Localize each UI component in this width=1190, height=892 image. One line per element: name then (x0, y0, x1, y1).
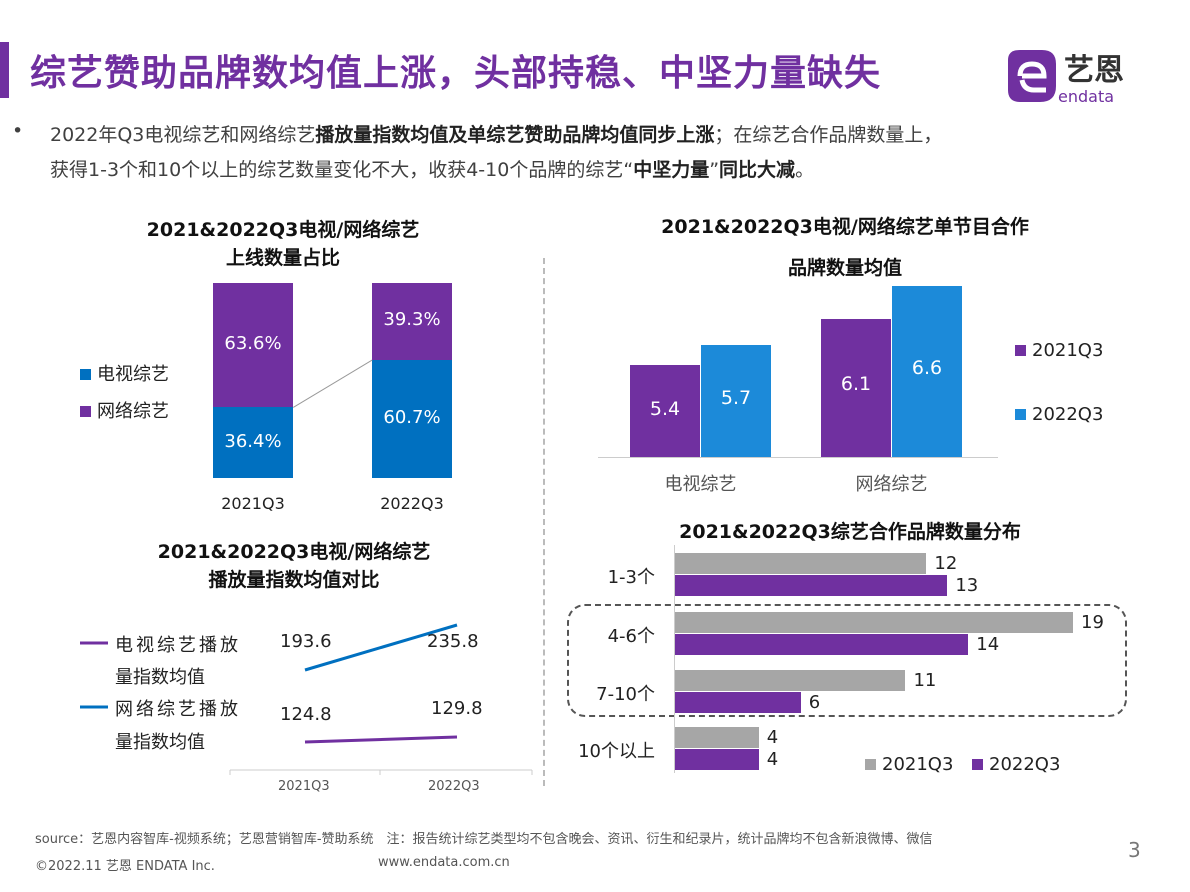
data-label: 6.6 (911, 357, 943, 379)
legend-net-line1: 网络综艺播放 (115, 699, 241, 720)
data-label: 129.8 (431, 698, 483, 719)
bar-2022Q3 (892, 285, 962, 457)
x-tick-label: 网络综艺 (855, 474, 928, 495)
legend-tv: 电视综艺 (80, 360, 169, 386)
legend-tv-line2: 量指数均值 (115, 667, 205, 688)
svg-text:endata: endata (1058, 87, 1114, 106)
y-axis (674, 545, 675, 773)
data-label: 5.7 (720, 387, 752, 409)
data-label: 235.8 (427, 631, 479, 652)
bar-2022Q3 (675, 749, 759, 770)
data-label: 60.7% (383, 406, 441, 428)
legend-2022: 2022Q3 (1015, 404, 1103, 425)
legend-2021: 2021Q3 (1015, 340, 1103, 361)
website-link[interactable]: www.endata.com.cn (378, 855, 510, 870)
page-title: 综艺赞助品牌数均值上涨，头部持稳、中坚力量缺失 (30, 53, 882, 94)
x-tick-label: 2022Q3 (380, 494, 444, 513)
bar-2021Q3 (675, 553, 927, 574)
bar-2022Q3 (675, 692, 801, 713)
x-tick-label: 2021Q3 (221, 494, 285, 513)
bar-tv (372, 359, 452, 478)
legend-2022: 2022Q3 (972, 754, 1060, 775)
legend-tv-line1: 电视综艺播放 (115, 635, 241, 656)
x-axis (598, 457, 998, 458)
bar-2021Q3 (675, 727, 759, 748)
legend-net: 网络综艺 (80, 397, 169, 423)
y-tick-label: 10个以上 (578, 741, 655, 762)
endata-logo: 艺恩 endata (1000, 46, 1150, 106)
legend-swatch (80, 406, 91, 417)
bar-2021Q3 (630, 364, 700, 457)
data-label: 4 (766, 727, 779, 748)
bar-net (372, 283, 452, 360)
legend-net-line2: 量指数均值 (115, 732, 205, 753)
title-accent-bar (0, 42, 9, 98)
y-tick-label: 7-10个 (596, 684, 655, 705)
summary-line-2: 获得1-3个和10个以上的综艺数量变化不大，收获4-10个品牌的综艺“中坚力量”… (50, 159, 815, 181)
chart1-title2: 上线数量占比 (225, 247, 340, 269)
bullet-dot: • (12, 120, 24, 142)
svg-text:艺恩: 艺恩 (1064, 53, 1124, 88)
chart3-lines (80, 623, 533, 775)
x-tick-label: 2021Q3 (278, 779, 330, 794)
chart2-title: 2021&2022Q3电视/网络综艺单节目合作 (661, 216, 1029, 238)
bar-tv (213, 407, 293, 478)
data-label: 14 (976, 634, 1000, 655)
series-line-net (304, 623, 458, 672)
summary-line-1: 2022年Q3电视综艺和网络综艺播放量指数均值及单综艺赞助品牌均值同步上涨；在综… (50, 124, 943, 146)
chart1-title: 2021&2022Q3电视/网络综艺 (146, 219, 420, 241)
x-tick-label: 2022Q3 (428, 779, 480, 794)
data-label: 63.6% (224, 333, 282, 354)
chart3-title: 2021&2022Q3电视/网络综艺 (157, 541, 431, 563)
bar-2021Q3 (675, 670, 906, 691)
data-label: 6.1 (840, 373, 872, 395)
data-label: 12 (934, 553, 958, 574)
data-label: 11 (913, 670, 937, 691)
chart3-title2: 播放量指数均值对比 (208, 569, 380, 591)
data-label: 13 (955, 575, 979, 596)
x-tick-label: 电视综艺 (664, 474, 737, 495)
highlight-box (567, 604, 1127, 717)
data-label: 193.6 (280, 631, 332, 652)
data-label: 36.4% (224, 430, 282, 452)
data-label: 19 (1081, 612, 1104, 633)
data-label: 5.4 (649, 398, 681, 420)
legend-2021: 2021Q3 (865, 754, 953, 775)
copyright: ©2022.11 艺恩 ENDATA Inc. (35, 859, 215, 874)
data-label: 124.8 (280, 704, 332, 725)
bar-net (213, 283, 293, 408)
bar-2021Q3 (675, 612, 1074, 633)
bar-2022Q3 (701, 345, 771, 457)
legend-swatch (80, 369, 91, 380)
data-label: 4 (766, 749, 779, 770)
bar-2021Q3 (821, 318, 891, 457)
data-label: 39.3% (383, 309, 441, 331)
source-note: source：艺恩内容智库-视频系统；艺恩营销智库-赞助系统 注：报告统计综艺类… (35, 832, 933, 847)
bar-2022Q3 (675, 575, 948, 596)
series-line-tv (304, 735, 458, 744)
chart4-title: 2021&2022Q3综艺合作品牌数量分布 (679, 521, 1021, 543)
chart2-title2: 品牌数量均值 (787, 257, 902, 279)
y-tick-label: 4-6个 (607, 626, 655, 647)
divider (543, 258, 545, 786)
y-tick-label: 1-3个 (607, 567, 655, 588)
bar-2022Q3 (675, 634, 969, 655)
page-number: 3 (1128, 838, 1141, 862)
data-label: 6 (808, 692, 821, 713)
